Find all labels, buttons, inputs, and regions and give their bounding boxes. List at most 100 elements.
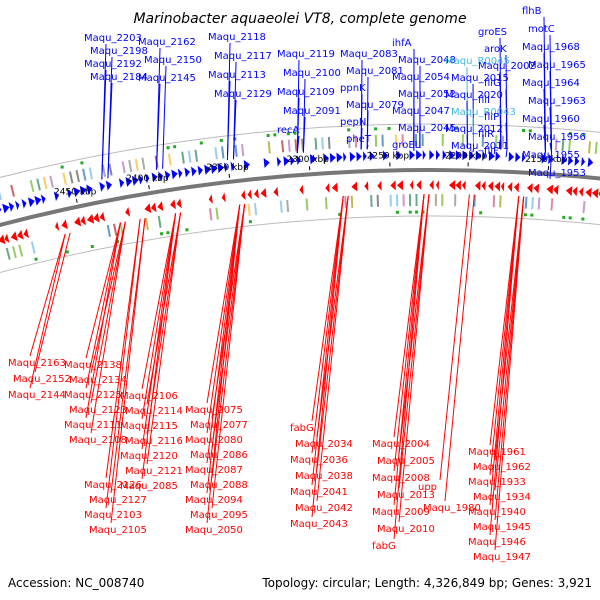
gene-label[interactable]: Maqu_2045 [398, 123, 456, 134]
gene-label[interactable]: fliG [484, 78, 501, 89]
gene-label[interactable]: Maqu_2118 [208, 32, 266, 43]
gene-label[interactable]: Maqu_1960 [522, 114, 580, 125]
gene-label[interactable]: Maqu_2020 [445, 90, 503, 101]
gene-label[interactable]: fliR [478, 129, 494, 140]
gene-label[interactable]: Maqu_2075 [185, 405, 243, 416]
gene-label[interactable]: Maqu_2203 [84, 33, 142, 44]
gene-label[interactable]: Maqu_2134 [69, 375, 127, 386]
gene-label[interactable]: Maqu_1940 [468, 507, 526, 518]
gene-label[interactable]: Maqu_2015 [451, 73, 509, 84]
gene-label[interactable]: Maqu_2077 [190, 420, 248, 431]
gene-label[interactable]: Maqu_2094 [185, 495, 243, 506]
gene-label[interactable]: Maqu_2004 [372, 439, 430, 450]
gene-label[interactable]: Maqu_2144 [8, 390, 66, 401]
gene-label[interactable]: Maqu_1934 [473, 492, 531, 503]
gene-label[interactable]: Maqu_2138 [64, 360, 122, 371]
gene-label[interactable]: Maqu_2054 [392, 72, 450, 83]
gene-label[interactable]: Maqu_2050 [185, 525, 243, 536]
gene-label[interactable]: Maqu_2083 [340, 49, 398, 60]
gene-label[interactable]: Maqu_2013 [377, 490, 435, 501]
gene-label[interactable]: recA [277, 125, 300, 136]
gene-label[interactable]: aroK [484, 44, 507, 55]
gene-label[interactable]: Maqu_2005 [377, 456, 435, 467]
gene-label[interactable]: Maqu_1965 [528, 60, 586, 71]
gene-label[interactable]: Maqu_1968 [522, 42, 580, 53]
gene-label[interactable]: Maqu_2079 [346, 100, 404, 111]
gene-label[interactable]: Maqu_1953 [528, 168, 586, 179]
gene-label[interactable]: Maqu_2105 [89, 525, 147, 536]
gene-label[interactable]: fliP [484, 112, 499, 123]
gene-label[interactable]: Maqu_1980 [423, 503, 481, 514]
gene-label[interactable]: Maqu_1962 [473, 462, 531, 473]
gene-label[interactable]: groES [478, 27, 507, 38]
gene-label[interactable]: Maqu_2126 [84, 480, 142, 491]
gene-label[interactable]: Maqu_2036 [290, 455, 348, 466]
gene-label[interactable]: Maqu_2012 [445, 124, 503, 135]
gene-label[interactable]: Maqu_2150 [144, 55, 202, 66]
gene-label[interactable]: Maqu_1955 [522, 150, 580, 161]
gene-label[interactable]: Maqu_2008 [372, 473, 430, 484]
gene-label[interactable]: Maqu_R0045 [445, 56, 510, 67]
gene-label[interactable]: ihfA [392, 38, 412, 49]
gene-label[interactable]: Maqu_2145 [138, 73, 196, 84]
gene-label[interactable]: Maqu_1961 [468, 447, 526, 458]
gene-label[interactable]: Maqu_2011 [451, 141, 509, 152]
gene-label[interactable]: Maqu_2192 [84, 59, 142, 70]
gene-label[interactable]: Maqu_2081 [346, 66, 404, 77]
gene-label[interactable]: pheT [346, 134, 372, 145]
gene-label[interactable]: Maqu_2129 [214, 89, 272, 100]
gene-label[interactable]: Maqu_2127 [89, 495, 147, 506]
gene-label[interactable]: Maqu_2034 [295, 439, 353, 450]
gene-label[interactable]: Maqu_2002 [478, 61, 536, 72]
gene-label[interactable]: ppnK [340, 83, 366, 94]
gene-label[interactable]: Maqu_2116 [125, 436, 183, 447]
gene-label[interactable]: Maqu_2043 [290, 519, 348, 530]
gene-label[interactable]: Maqu_2119 [277, 49, 335, 60]
gene-label[interactable]: motC [528, 24, 555, 35]
gene-label[interactable]: Maqu_2095 [190, 510, 248, 521]
gene-label[interactable]: Maqu_2184 [90, 72, 148, 83]
gene-label[interactable]: Maqu_2152 [13, 374, 71, 385]
gene-label[interactable]: Maqu_2087 [185, 465, 243, 476]
gene-label[interactable]: Maqu_1946 [468, 537, 526, 548]
gene-label[interactable]: pepN [340, 117, 366, 128]
gene-label[interactable]: Maqu_1963 [528, 96, 586, 107]
gene-label[interactable]: Maqu_2085 [120, 481, 178, 492]
gene-label[interactable]: Maqu_2117 [214, 51, 272, 62]
gene-label[interactable]: Maqu_2198 [90, 46, 148, 57]
gene-label[interactable]: Maqu_2106 [120, 391, 178, 402]
gene-label[interactable]: Maqu_2163 [8, 358, 66, 369]
gene-label[interactable]: Maqu_1933 [468, 477, 526, 488]
gene-label[interactable]: Maqu_2038 [295, 471, 353, 482]
gene-label[interactable]: Maqu_2009 [372, 507, 430, 518]
gene-label[interactable]: Maqu_2108 [69, 435, 127, 446]
gene-label[interactable]: Maqu_2080 [185, 435, 243, 446]
gene-label[interactable]: Maqu_2120 [120, 451, 178, 462]
gene-label[interactable]: Maqu_2125 [64, 390, 122, 401]
gene-label[interactable]: Maqu_2042 [295, 503, 353, 514]
gene-label[interactable]: Maqu_2100 [283, 68, 341, 79]
gene-label[interactable]: Maqu_1947 [473, 552, 531, 563]
gene-label[interactable]: Maqu_2010 [377, 524, 435, 535]
gene-label[interactable]: flhB [522, 6, 542, 17]
gene-label[interactable]: Maqu_2047 [392, 106, 450, 117]
gene-label[interactable]: Maqu_2114 [125, 406, 183, 417]
gene-label[interactable]: groEL [392, 140, 421, 151]
gene-label[interactable]: upp [418, 482, 437, 493]
gene-label[interactable]: Maqu_2109 [277, 87, 335, 98]
gene-label[interactable]: fabG [372, 541, 396, 552]
gene-label[interactable]: Maqu_2123 [69, 405, 127, 416]
gene-label[interactable]: Maqu_2048 [398, 55, 456, 66]
gene-label[interactable]: Maqu_2086 [190, 450, 248, 461]
gene-label[interactable]: Maqu_2041 [290, 487, 348, 498]
gene-label[interactable]: Maqu_1945 [473, 522, 531, 533]
gene-label[interactable]: Maqu_2113 [208, 70, 266, 81]
gene-label[interactable]: Maqu_2121 [125, 466, 183, 477]
gene-label[interactable]: Maqu_2052 [398, 89, 456, 100]
gene-label[interactable]: Maqu_1956 [528, 132, 586, 143]
gene-label[interactable]: Maqu_2162 [138, 37, 196, 48]
gene-label[interactable]: fabG [290, 423, 314, 434]
gene-label[interactable]: Maqu_2115 [120, 421, 178, 432]
gene-label[interactable]: Maqu_1964 [522, 78, 580, 89]
gene-label[interactable]: fliF [484, 146, 499, 157]
